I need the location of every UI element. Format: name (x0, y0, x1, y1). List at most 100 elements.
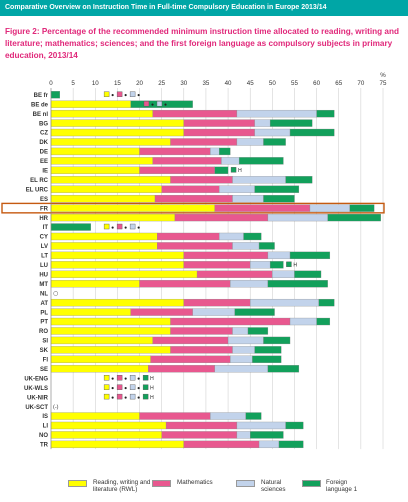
bar-segment (165, 421, 238, 430)
row-label: PT (40, 320, 48, 326)
x-tick-label: 55 (291, 80, 298, 87)
bar-segment (150, 355, 231, 363)
row-label: SI (42, 339, 48, 345)
bar-segment (50, 176, 171, 184)
row-label: MT (39, 282, 48, 288)
bar-segment (161, 185, 220, 193)
bar-segment (289, 251, 331, 260)
bar-segment (170, 138, 238, 146)
bar-segment (183, 440, 260, 449)
bar-segment (263, 336, 291, 345)
bar-segment (50, 298, 184, 307)
flex-box (129, 375, 136, 381)
bar-segment (219, 185, 255, 193)
x-tick-label: 30 (180, 80, 187, 87)
bar-segment (227, 336, 264, 345)
flex-symbol: ● (164, 102, 167, 108)
flex-symbol: ● (111, 385, 114, 391)
flex-box (103, 91, 110, 97)
legend-swatch-natural-sciences (236, 480, 255, 487)
flex-symbol: ● (111, 93, 114, 99)
bar-segment (258, 242, 275, 250)
bar-segment (267, 365, 300, 373)
row-label: UK-NIR (27, 395, 49, 401)
flex-box (116, 393, 123, 400)
bar-segment (170, 176, 233, 184)
x-tick-label: 35 (202, 80, 209, 87)
row-label: CY (40, 235, 48, 241)
bar-segment (50, 91, 61, 99)
bar-segment (210, 412, 246, 420)
x-tick-label: 60 (313, 80, 320, 87)
bar-segment (50, 109, 153, 118)
row-label: LT (41, 254, 48, 260)
bar-segment (50, 412, 140, 420)
bar-segment (50, 327, 171, 335)
bar-segment (196, 270, 273, 278)
bar-segment (230, 355, 253, 363)
row-label: RO (39, 329, 48, 335)
bar-segment (210, 147, 220, 156)
bar-segment (252, 355, 282, 363)
bar-segment (170, 327, 233, 335)
bar-segment (245, 412, 262, 420)
bar-segment (318, 298, 335, 307)
bar-segment (50, 251, 184, 260)
legend-swatch-foreign-language (302, 480, 321, 487)
row-label: UK-WLS (24, 386, 48, 392)
flex-symbol: ● (111, 395, 114, 401)
bar-segment (50, 100, 131, 108)
x-tick-label: 75 (380, 80, 387, 87)
row-label: ES (40, 197, 48, 203)
flex-symbol: ● (137, 225, 140, 231)
bar-segment (161, 431, 238, 439)
bar-segment (50, 232, 158, 241)
bar-segment (254, 185, 300, 193)
bar-segment (183, 119, 255, 127)
bar-segment (289, 317, 317, 326)
bar-segment (250, 298, 319, 307)
bar-segment (269, 261, 284, 269)
bar-segment (327, 213, 381, 222)
flex-box (103, 223, 110, 230)
flex-box (129, 223, 136, 230)
bar-segment (221, 157, 240, 165)
bar-segment (258, 440, 280, 449)
bar-segment (50, 346, 171, 354)
bar-segment (214, 365, 269, 373)
row-label: BG (39, 121, 48, 127)
bar-segment (50, 195, 156, 203)
flex-box (103, 375, 110, 381)
bar-segment (50, 213, 176, 222)
row-label: BE nl (33, 112, 49, 118)
bar-segment (183, 298, 251, 307)
bar-segment (250, 261, 271, 269)
bar-segment (254, 346, 282, 354)
bar-segment (250, 431, 284, 439)
bar-segment (50, 138, 171, 146)
page-header: Comparative Overview on Instruction Time… (0, 0, 408, 16)
flex-symbol: ● (124, 225, 127, 231)
bar-segment (50, 421, 167, 430)
flex-symbol: H (150, 395, 154, 401)
bar-segment (50, 308, 131, 316)
bar-segment (254, 119, 271, 127)
bar-segment (236, 138, 264, 146)
flex-symbol: H (150, 376, 154, 382)
row-label: UK-ENG (24, 376, 48, 382)
bar-segment (50, 157, 153, 165)
row-label: SE (40, 367, 48, 373)
flex-symbol: ○ (53, 290, 58, 297)
bar-segment (247, 327, 269, 335)
row-label: DE (40, 150, 48, 156)
bar-segment (316, 317, 331, 326)
x-tick-label: 5 (71, 80, 75, 87)
bar-segment (130, 308, 193, 316)
bar-segment (236, 109, 317, 118)
bar-segment (50, 317, 171, 326)
flex-box (286, 261, 292, 268)
flex-box (116, 384, 123, 390)
legend-swatch-mathematics (152, 480, 171, 487)
bar-segment (192, 308, 235, 316)
bar-segment (174, 213, 269, 222)
